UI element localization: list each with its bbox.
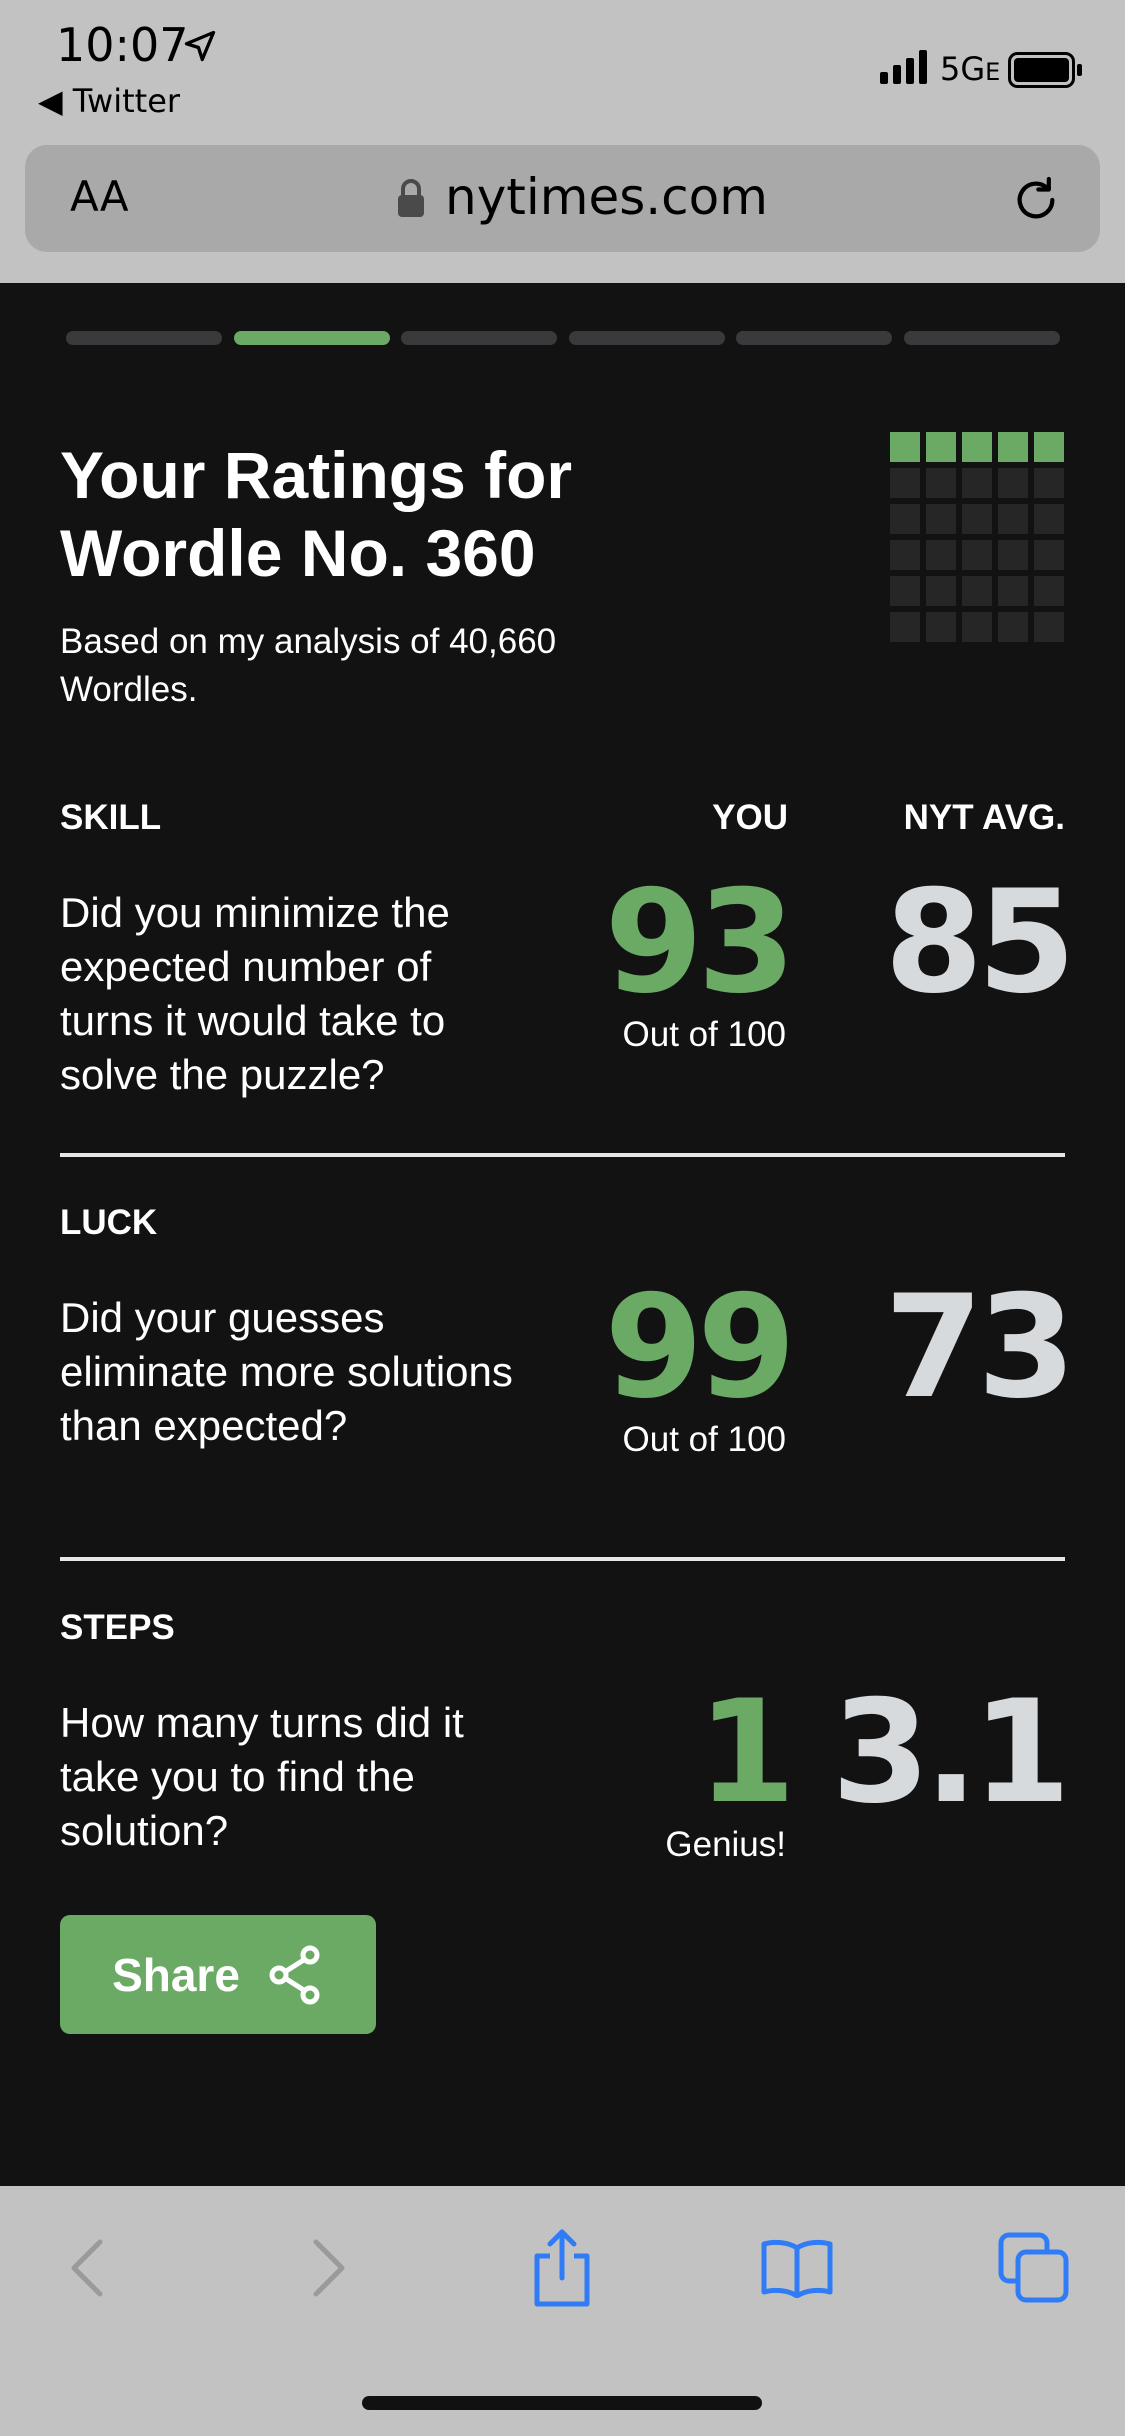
share-icon xyxy=(269,1945,320,2004)
grid-tile-empty xyxy=(998,576,1028,606)
grid-tile-empty xyxy=(962,504,992,534)
luck-you-caption: Out of 100 xyxy=(622,1420,786,1459)
back-app-label: Twitter xyxy=(72,82,181,120)
grid-tile-empty xyxy=(890,504,920,534)
skill-avg-score: 85 xyxy=(884,860,1076,1025)
lock-icon xyxy=(398,179,424,217)
home-indicator xyxy=(362,2396,762,2410)
forward-icon[interactable] xyxy=(306,2238,350,2298)
grid-tile-empty xyxy=(926,540,956,570)
grid-tile-empty xyxy=(998,504,1028,534)
progress-segment xyxy=(401,331,557,345)
steps-you-caption: Genius! xyxy=(665,1825,786,1864)
page-title: Your Ratings for Wordle No. 360 xyxy=(60,438,573,590)
steps-avg-score: 3.1 xyxy=(831,1670,1071,1835)
nyt-avg-column-header: NYT AVG. xyxy=(903,798,1065,837)
section-divider xyxy=(60,1153,1065,1157)
grid-tile-empty xyxy=(1034,468,1064,498)
section-label-skill: SKILL xyxy=(60,798,162,837)
grid-tile-empty xyxy=(890,576,920,606)
section-divider xyxy=(60,1557,1065,1561)
skill-you-score: 93 xyxy=(604,860,796,1025)
steps-question: How many turns did it take you to find t… xyxy=(60,1699,464,1854)
skill-question: Did you minimize the expected number of … xyxy=(60,889,450,1098)
grid-tile-empty xyxy=(1034,612,1064,642)
section-label-luck: LUCK xyxy=(60,1203,158,1242)
progress-segment xyxy=(736,331,892,345)
you-column-header: YOU xyxy=(712,798,788,837)
address-bar[interactable] xyxy=(25,145,1100,252)
grid-tile-correct xyxy=(926,432,956,462)
share-page-icon[interactable] xyxy=(528,2228,596,2308)
skill-you-caption: Out of 100 xyxy=(622,1015,786,1054)
grid-tile-correct xyxy=(890,432,920,462)
grid-tile-empty xyxy=(890,612,920,642)
text-size-button[interactable]: AA xyxy=(70,172,129,221)
network-suffix: E xyxy=(985,58,1001,86)
progress-segment xyxy=(569,331,725,345)
network-label: 5G xyxy=(940,50,986,88)
luck-question: Did your guesses eliminate more solution… xyxy=(60,1294,513,1449)
grid-tile-empty xyxy=(890,540,920,570)
luck-you-score: 99 xyxy=(604,1265,796,1430)
cellular-signal-icon xyxy=(880,50,927,84)
location-arrow-icon xyxy=(184,30,216,62)
steps-you-score: 1 xyxy=(697,1670,796,1835)
wordle-mini-grid xyxy=(890,432,1064,642)
grid-tile-empty xyxy=(1034,504,1064,534)
grid-tile-correct xyxy=(998,432,1028,462)
grid-tile-correct xyxy=(1034,432,1064,462)
share-button-label: Share xyxy=(112,1948,240,2001)
grid-tile-empty xyxy=(962,576,992,606)
bookmarks-icon[interactable] xyxy=(760,2238,834,2298)
progress-segment xyxy=(66,331,222,345)
back-icon[interactable] xyxy=(66,2238,110,2298)
battery-icon xyxy=(1008,52,1082,88)
grid-tile-empty xyxy=(926,468,956,498)
network-type: 5GE xyxy=(940,50,1000,88)
grid-tile-empty xyxy=(998,540,1028,570)
grid-tile-empty xyxy=(998,612,1028,642)
section-label-steps: STEPS xyxy=(60,1608,175,1647)
grid-tile-empty xyxy=(890,468,920,498)
luck-avg-score: 73 xyxy=(884,1265,1076,1430)
browser-bottom-toolbar xyxy=(0,2186,1125,2436)
progress-segment-active xyxy=(234,331,390,345)
grid-tile-empty xyxy=(1034,540,1064,570)
progress-segment xyxy=(904,331,1060,345)
grid-tile-empty xyxy=(926,576,956,606)
grid-tile-correct xyxy=(962,432,992,462)
back-to-app-link[interactable]: ◀ Twitter xyxy=(38,82,181,120)
status-time: 10:07 xyxy=(56,18,189,72)
tabs-icon[interactable] xyxy=(998,2232,1070,2304)
grid-tile-empty xyxy=(998,468,1028,498)
grid-tile-empty xyxy=(1034,576,1064,606)
grid-tile-empty xyxy=(926,612,956,642)
share-button[interactable]: Share xyxy=(60,1915,376,2034)
grid-tile-empty xyxy=(926,504,956,534)
reload-icon[interactable] xyxy=(1008,172,1064,228)
grid-tile-empty xyxy=(962,540,992,570)
grid-tile-empty xyxy=(962,468,992,498)
url-text[interactable]: nytimes.com xyxy=(445,168,768,226)
grid-tile-empty xyxy=(962,612,992,642)
page-subtitle: Based on my analysis of 40,660 Wordles. xyxy=(60,622,557,709)
